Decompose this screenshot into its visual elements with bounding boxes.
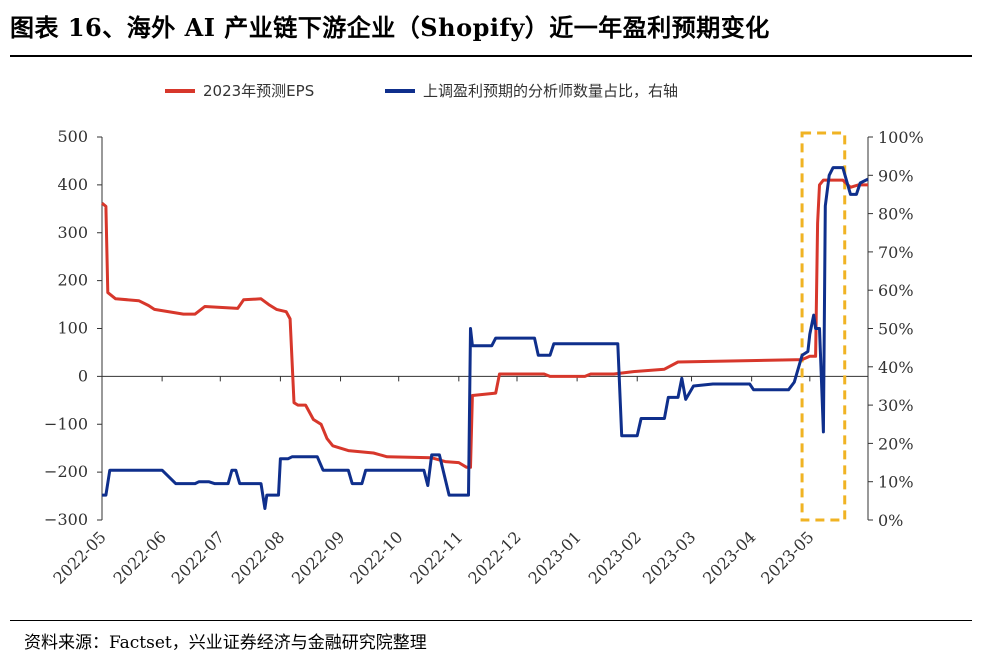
x-tick-label: 2023-02 — [585, 527, 645, 587]
x-tick-label: 2023-03 — [639, 527, 699, 587]
y-left-tick-label: 400 — [57, 175, 88, 194]
y-right-tick-label: 100% — [878, 128, 924, 147]
x-tick-label: 2022-07 — [168, 527, 228, 587]
y-left-tick-label: 500 — [57, 127, 88, 146]
legend-item-eps-label: 2023年预测EPS — [203, 82, 314, 100]
chart-legend: 2023年预测EPS 上调盈利预期的分析师数量占比，右轴 — [165, 82, 678, 100]
y-right-tick-label: 80% — [878, 205, 914, 224]
x-tick-label: 2022-12 — [464, 527, 524, 587]
y-right-tick-label: 90% — [878, 166, 914, 185]
title-divider — [10, 55, 972, 57]
y-right-tick-label: 60% — [878, 281, 914, 300]
source-note: 资料来源：Factset，兴业证券经济与金融研究院整理 — [24, 633, 427, 653]
line-chart: 2023年预测EPS 上调盈利预期的分析师数量占比，右轴 −300 −200 −100… — [44, 82, 924, 588]
chart-title: 图表 16、海外 AI 产业链下游企业（Shopify）近一年盈利预期变化 — [10, 13, 770, 42]
y-right-tick-label: 50% — [878, 320, 914, 339]
x-tick-label: 2022-05 — [49, 527, 109, 587]
y-left-tick-label: 300 — [57, 223, 88, 242]
y-left-tick-label: 200 — [57, 271, 88, 290]
legend-item-analyst-share-label: 上调盈利预期的分析师数量占比，右轴 — [423, 82, 678, 100]
series-line-eps — [101, 178, 868, 469]
source-divider — [10, 620, 972, 621]
y-left-tick-label: 100 — [57, 319, 88, 338]
x-tick-label: 2023-01 — [524, 527, 584, 587]
y-right-tick-label: 10% — [878, 473, 914, 492]
x-tick-label: 2022-11 — [406, 527, 466, 587]
x-tick-label: 2023-05 — [757, 527, 817, 587]
highlight-rect — [800, 131, 847, 522]
plot-area — [101, 166, 869, 510]
x-tick-label: 2022-06 — [109, 527, 169, 587]
y-left-tick-label: 0 — [78, 366, 88, 385]
y-right-tick-label: 70% — [878, 243, 914, 262]
x-tick-label: 2022-09 — [288, 527, 348, 587]
y-left-tick-label: −200 — [44, 462, 88, 481]
y-right-tick-label: 30% — [878, 396, 914, 415]
x-tick-label: 2022-10 — [346, 527, 406, 587]
y-right-tick-label: 20% — [878, 434, 914, 453]
x-tick-label: 2023-04 — [699, 527, 759, 587]
y-right-tick-label: 0% — [878, 511, 903, 530]
y-right-tick-label: 40% — [878, 358, 914, 377]
highlight-box — [800, 131, 847, 522]
y-left-tick-label: −300 — [44, 510, 88, 529]
series-line-analyst-share — [102, 166, 869, 510]
chart-axes: −300 −200 −100 0 100 200 300 400 500 0% 10% 20% 30% 4… — [44, 127, 924, 588]
y-left-tick-label: −100 — [44, 414, 88, 433]
x-tick-label: 2022-08 — [228, 527, 288, 587]
